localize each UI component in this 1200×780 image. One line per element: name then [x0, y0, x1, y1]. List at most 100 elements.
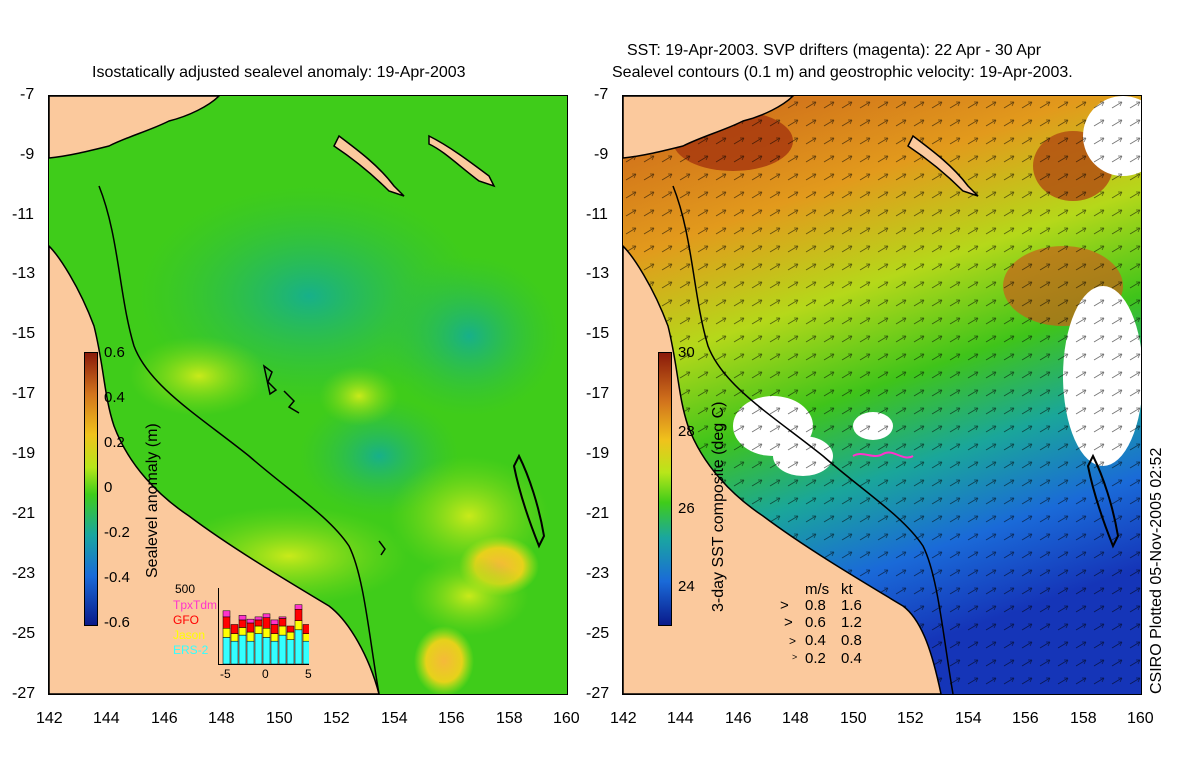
histogram-bar-jason [286, 631, 295, 640]
lon-tick: 144 [93, 710, 120, 727]
histogram-bar-ers2 [278, 634, 287, 665]
histogram-bar-jason [262, 628, 271, 638]
histogram-xtick: 0 [262, 667, 269, 681]
velocity-legend-ms: 0.2 [805, 650, 826, 667]
sla-colorbar [84, 352, 98, 626]
velocity-legend-ms: 0.8 [805, 597, 826, 614]
histogram-bar-tpx [270, 619, 279, 625]
lon-tick: 148 [208, 710, 235, 727]
lon-tick: 158 [496, 710, 523, 727]
lon-tick: 156 [1012, 710, 1039, 727]
lat-tick: -27 [12, 685, 36, 702]
histogram-bar-tpx [294, 604, 303, 610]
velocity-legend-arrow: > [780, 597, 789, 614]
histogram-bar-jason [294, 620, 303, 631]
sst-colorbar-tick: 30 [678, 344, 695, 361]
velocity-legend-kt: 0.4 [841, 650, 862, 667]
lon-tick: 150 [266, 710, 293, 727]
velocity-legend-arrow: > [789, 634, 797, 648]
lat-tick: -17 [586, 385, 610, 402]
svp-drifter-track [852, 451, 914, 459]
lon-tick: 158 [1070, 710, 1097, 727]
sla-colorbar-tick: 0.2 [104, 434, 125, 451]
lat-tick: -23 [12, 565, 36, 582]
lon-tick: 154 [381, 710, 408, 727]
histogram-bar-gfo [230, 624, 239, 634]
histogram-bar-jason [230, 633, 239, 642]
histogram-bar-ers2 [270, 640, 279, 665]
histogram-bar-tpx [238, 615, 247, 621]
histogram-legend-gfo: GFO [173, 613, 199, 627]
lon-tick: 146 [725, 710, 752, 727]
histogram-bar-jason [222, 628, 231, 638]
lat-tick: -17 [12, 385, 36, 402]
sla-colorbar-tick: 0.6 [104, 344, 125, 361]
histogram-bar-ers2 [222, 637, 231, 665]
histogram-svg [222, 604, 311, 665]
sst-colorbar-tick: 28 [678, 423, 695, 440]
lat-tick: -21 [12, 505, 36, 522]
lat-tick: -15 [586, 325, 610, 342]
lat-tick: -15 [12, 325, 36, 342]
histogram-bar-jason [270, 633, 279, 642]
histogram-legend-jason: Jason [173, 628, 206, 642]
histogram-bar-gfo [262, 617, 271, 629]
plot-credit: CSIRO Plotted 05-Nov-2005 02:52 [1148, 447, 1165, 694]
histogram-bar-gfo [302, 624, 311, 634]
lat-tick: -19 [586, 445, 610, 462]
lon-tick: 160 [553, 710, 580, 727]
land-australia [49, 244, 380, 694]
lat-tick: -25 [586, 625, 610, 642]
histogram-bar-gfo [270, 624, 279, 634]
histogram-bar-tpx [254, 616, 263, 621]
right-panel-title-line2: Sealevel contours (0.1 m) and geostrophi… [612, 64, 1073, 81]
land-new-caledonia [1086, 453, 1120, 549]
lon-tick: 144 [667, 710, 694, 727]
histogram-bar-ers2 [262, 637, 271, 665]
lon-tick: 156 [438, 710, 465, 727]
histogram-legend-ers2: ERS-2 [173, 643, 209, 657]
lon-tick: 160 [1127, 710, 1154, 727]
histogram-bar-ers2 [302, 640, 311, 665]
lon-tick: 146 [151, 710, 178, 727]
sst-colorbar-tick: 26 [678, 500, 695, 517]
sst-colorbar [658, 352, 672, 626]
histogram-bar-ers2 [294, 629, 303, 665]
land-islands [907, 134, 979, 197]
sla-colorbar-tick: 0 [104, 479, 113, 496]
sst-map [622, 95, 1142, 695]
land-islands [333, 134, 405, 197]
left-panel-title: Isostatically adjusted sealevel anomaly:… [92, 64, 466, 81]
lat-tick: -11 [586, 206, 608, 223]
velocity-legend-ms: 0.4 [805, 632, 826, 649]
histogram-bar-ers2 [254, 633, 263, 665]
velocity-legend-header-ms: m/s [805, 581, 830, 598]
lon-tick: 148 [782, 710, 809, 727]
histogram-xtick: 5 [305, 667, 312, 681]
shelf-contour [98, 185, 380, 694]
histogram-legend-tpx: TpxTdm [173, 598, 218, 612]
land-new-guinea [49, 96, 221, 159]
shelf-contour [672, 185, 954, 694]
histogram-xtick: -5 [220, 667, 231, 681]
histogram-bar-gfo [278, 618, 287, 627]
histogram-bar-ers2 [230, 640, 239, 665]
lat-tick: -9 [594, 146, 609, 163]
lat-tick: -11 [12, 206, 34, 223]
histogram-bar-gfo [222, 616, 231, 629]
land-australia [623, 244, 942, 694]
sst-colorbar-label: 3-day SST composite (deg C) [710, 401, 727, 612]
histogram-bar-ers2 [246, 640, 255, 665]
histogram-bar-gfo [246, 622, 255, 633]
histogram-bar-gfo [286, 625, 295, 633]
velocity-legend-ms: 0.6 [805, 614, 826, 631]
velocity-legend-kt: 0.8 [841, 632, 862, 649]
lat-tick: -7 [594, 86, 609, 103]
histogram-bar-jason [278, 625, 287, 636]
lat-tick: -13 [586, 265, 610, 282]
histogram-bar-jason [254, 625, 263, 634]
velocity-legend-arrow: > [792, 652, 798, 662]
lat-tick: -9 [20, 146, 35, 163]
histogram-bar-tpx [262, 613, 271, 618]
land-new-guinea [623, 96, 795, 159]
